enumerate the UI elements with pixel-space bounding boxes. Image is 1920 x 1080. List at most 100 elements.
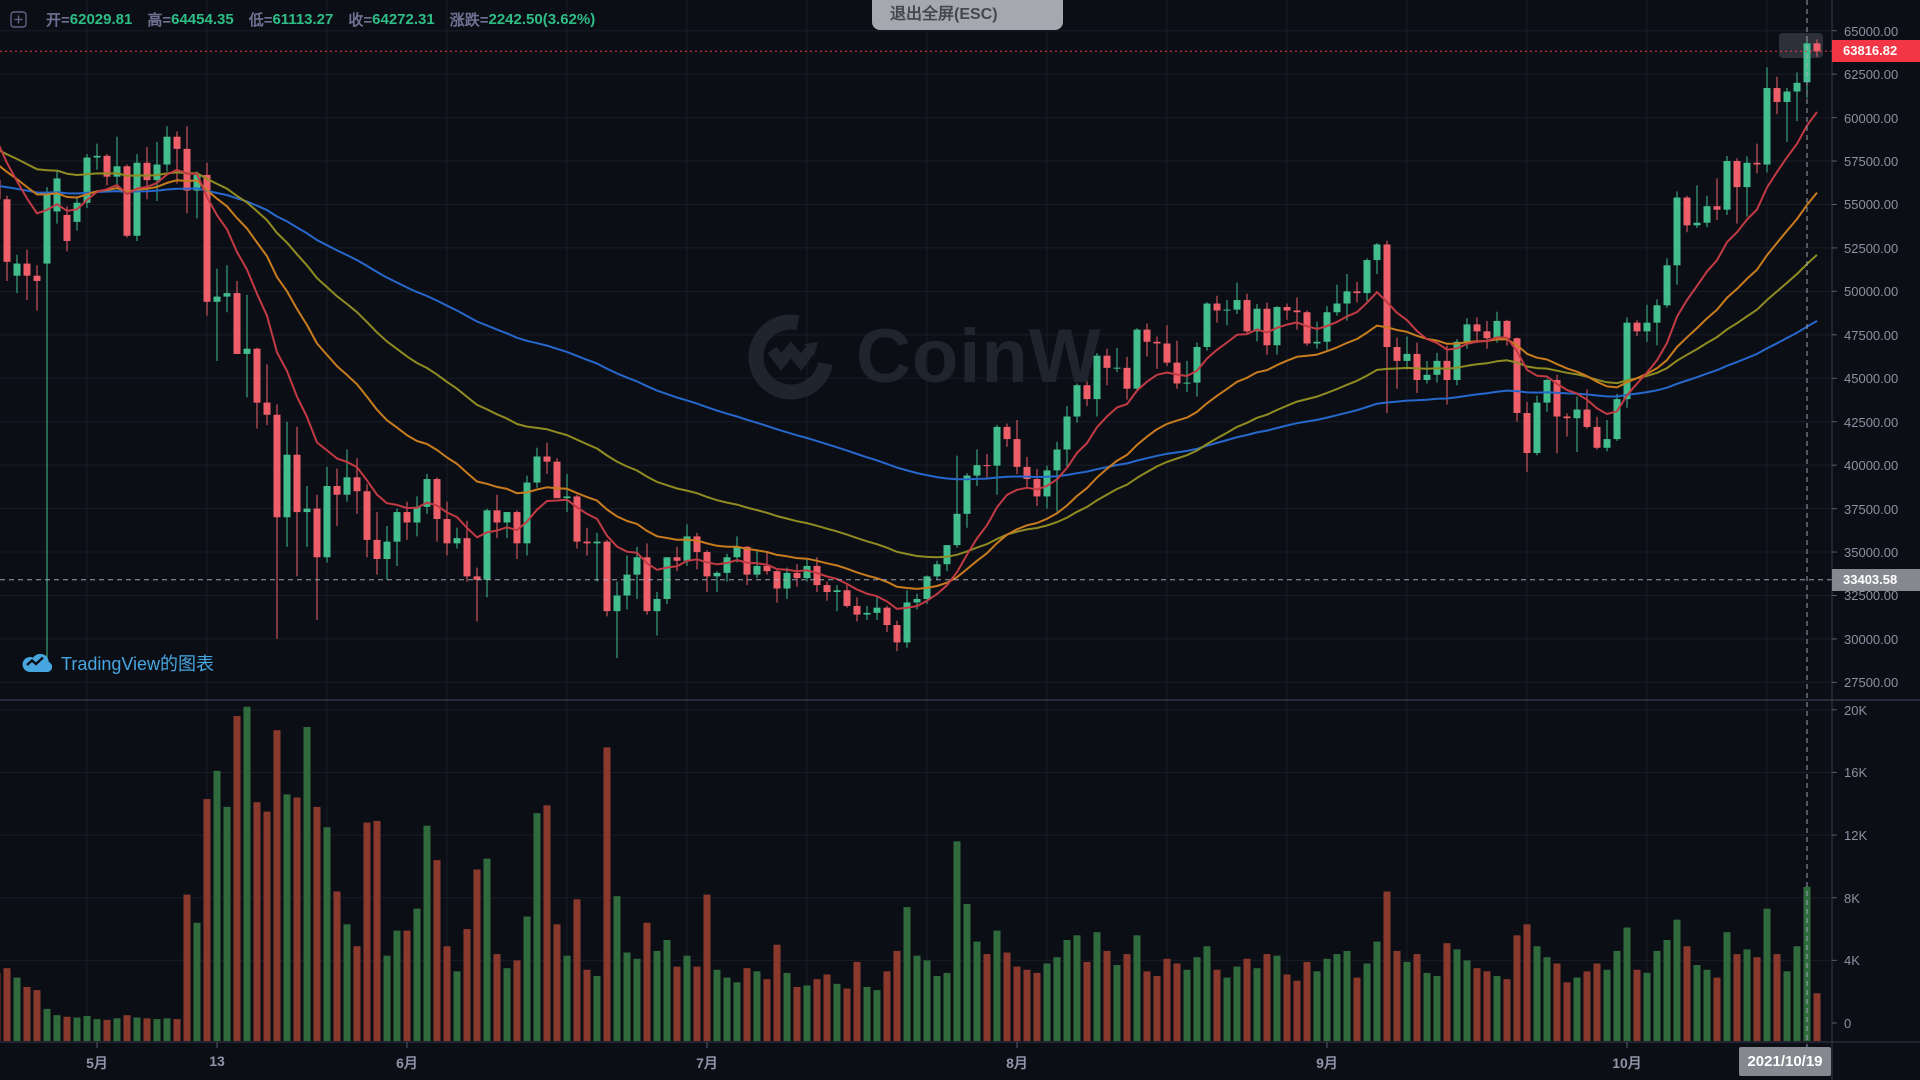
candle: [763, 565, 771, 572]
volume-bar: [243, 706, 251, 1041]
volume-bar: [1703, 969, 1711, 1041]
volume-bar: [1233, 966, 1241, 1041]
candle: [733, 546, 741, 558]
candle: [843, 590, 851, 606]
candle: [1733, 161, 1741, 188]
volume-axis-label: 16K: [1844, 765, 1868, 781]
candle: [233, 293, 241, 354]
volume-bar: [103, 1019, 111, 1041]
volume-axis-label: 0: [1844, 1016, 1852, 1031]
volume-bar: [483, 858, 491, 1041]
moving-average-lines: [0, 111, 1818, 610]
exit-fullscreen-label: 退出全屏(ESC): [890, 6, 998, 23]
candle: [223, 293, 231, 297]
candle: [1363, 260, 1371, 294]
volume-bar: [1303, 961, 1311, 1041]
volume-bar: [1263, 954, 1271, 1041]
candle: [1283, 307, 1291, 311]
volume-bar: [753, 971, 761, 1041]
volume-bar: [263, 811, 271, 1041]
candle: [1563, 416, 1571, 419]
volume-bar: [1463, 960, 1471, 1041]
tradingview-attribution-link[interactable]: TradingView的图表: [22, 650, 214, 676]
volume-bar: [323, 827, 331, 1041]
volume-bar: [1393, 950, 1401, 1041]
candle: [533, 456, 541, 483]
candle: [1253, 308, 1261, 332]
volume-bar: [733, 982, 741, 1041]
volume-bar: [893, 950, 901, 1041]
volume-bar: [1583, 971, 1591, 1041]
volume-bar: [463, 929, 471, 1041]
high-readout: 高= 64454.35: [147, 10, 234, 29]
candle: [473, 576, 481, 580]
candle: [1783, 91, 1791, 102]
candle: [1763, 88, 1771, 165]
candle: [1643, 322, 1651, 332]
candle: [1313, 341, 1321, 344]
candle: [1483, 331, 1491, 339]
time-axis-label: 10月: [1612, 1055, 1642, 1071]
candle: [1553, 380, 1561, 417]
price-axis-label: 27500.00: [1844, 675, 1899, 691]
volume-bar: [1163, 958, 1171, 1041]
candle: [1443, 360, 1451, 381]
volume-bar: [993, 930, 1001, 1041]
candle: [803, 565, 811, 579]
candle: [1043, 470, 1051, 497]
ma-line-EMA95: [0, 185, 1818, 481]
candle: [683, 536, 691, 561]
candle: [243, 348, 251, 354]
volume-bar: [513, 960, 521, 1041]
candle: [1033, 479, 1041, 497]
volume-bar: [783, 972, 791, 1041]
volume-bar: [1213, 969, 1221, 1041]
volume-bar: [1123, 954, 1131, 1041]
volume-bar: [1763, 908, 1771, 1041]
volume-bar: [703, 894, 711, 1041]
candle: [1573, 409, 1581, 419]
candle: [753, 565, 761, 575]
candle: [1113, 367, 1121, 369]
candle: [1223, 309, 1231, 311]
volume-bar: [1063, 940, 1071, 1041]
volume-bar: [1723, 932, 1731, 1041]
volume-bar: [923, 960, 931, 1041]
candle: [353, 477, 361, 492]
price-axis-label: 32500.00: [1844, 588, 1899, 604]
candle: [663, 557, 671, 599]
candle: [1263, 308, 1271, 346]
add-symbol-icon[interactable]: [10, 10, 27, 28]
price-axis-label: 37500.00: [1844, 501, 1899, 517]
candle: [23, 263, 31, 276]
volume-bar: [343, 924, 351, 1041]
volume-bar: [713, 969, 721, 1041]
volume-bar: [123, 1015, 131, 1041]
volume-bar: [1573, 977, 1581, 1041]
candle: [613, 595, 621, 612]
volume-bar: [673, 966, 681, 1041]
candle: [643, 557, 651, 612]
volume-bar: [153, 1019, 161, 1041]
candle: [503, 512, 511, 523]
volume-bar: [1523, 924, 1531, 1041]
crosshair-date-axis-label: 2021/10/19: [1739, 1047, 1831, 1076]
volume-bar: [543, 805, 551, 1041]
volume-bar: [1533, 946, 1541, 1041]
candle: [813, 565, 821, 586]
volume-bar: [1753, 957, 1761, 1041]
candle: [203, 174, 211, 302]
volume-bar: [423, 825, 431, 1041]
candle: [993, 426, 1001, 466]
candle: [1003, 426, 1011, 440]
candle: [1503, 320, 1511, 339]
candle: [1693, 222, 1701, 226]
candle: [1273, 307, 1281, 346]
volume-bar: [1273, 955, 1281, 1041]
candle: [823, 585, 831, 593]
volume-bar: [683, 955, 691, 1041]
candle: [1353, 291, 1361, 294]
candle: [1243, 300, 1251, 332]
